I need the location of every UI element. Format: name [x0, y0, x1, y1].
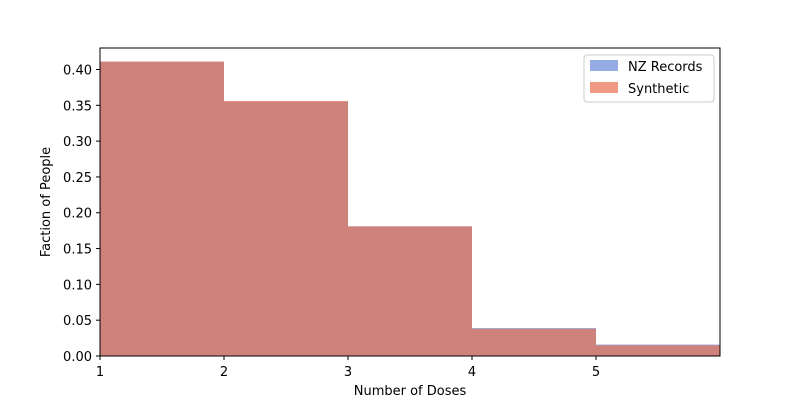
bars-layer [100, 61, 720, 356]
x-tick-label: 2 [220, 365, 228, 380]
y-tick-label: 0.35 [63, 99, 92, 114]
x-tick-label: 1 [96, 365, 104, 380]
plot-frame [99, 47, 721, 357]
legend: NZ Records Synthetic [583, 54, 715, 103]
bar-series-2-bin-5 [596, 345, 720, 356]
x-tick-label: 3 [344, 365, 352, 380]
bar-series-2-bin-1 [100, 61, 224, 356]
legend-swatch [590, 60, 618, 71]
y-tick-label: 0.10 [63, 278, 92, 293]
legend-label: Synthetic [628, 82, 689, 97]
y-tick-label: 0.20 [63, 207, 92, 222]
legend-label: NZ Records [628, 60, 703, 75]
x-axis: 1 2 3 4 5 [96, 356, 600, 380]
y-tick-label: 0.40 [63, 63, 92, 78]
x-tick-label: 5 [592, 365, 600, 380]
legend-swatch [590, 82, 618, 93]
y-axis: 0.00 0.05 0.10 0.15 0.20 0.25 0.30 0.35 0.40 [63, 63, 100, 365]
y-tick-label: 0.05 [63, 314, 92, 329]
bar-series-2-bin-2 [224, 101, 348, 356]
x-axis-label: Number of Doses [354, 384, 467, 399]
y-tick-label: 0.15 [63, 243, 92, 258]
bar-series-2-bin-3 [348, 226, 472, 356]
bar-series-2-bin-4 [472, 328, 596, 356]
y-tick-label: 0.30 [63, 135, 92, 150]
x-tick-label: 4 [468, 365, 476, 380]
y-tick-label: 0.00 [63, 350, 92, 365]
y-axis-label: Faction of People [39, 147, 54, 257]
y-tick-label: 0.25 [63, 171, 92, 186]
